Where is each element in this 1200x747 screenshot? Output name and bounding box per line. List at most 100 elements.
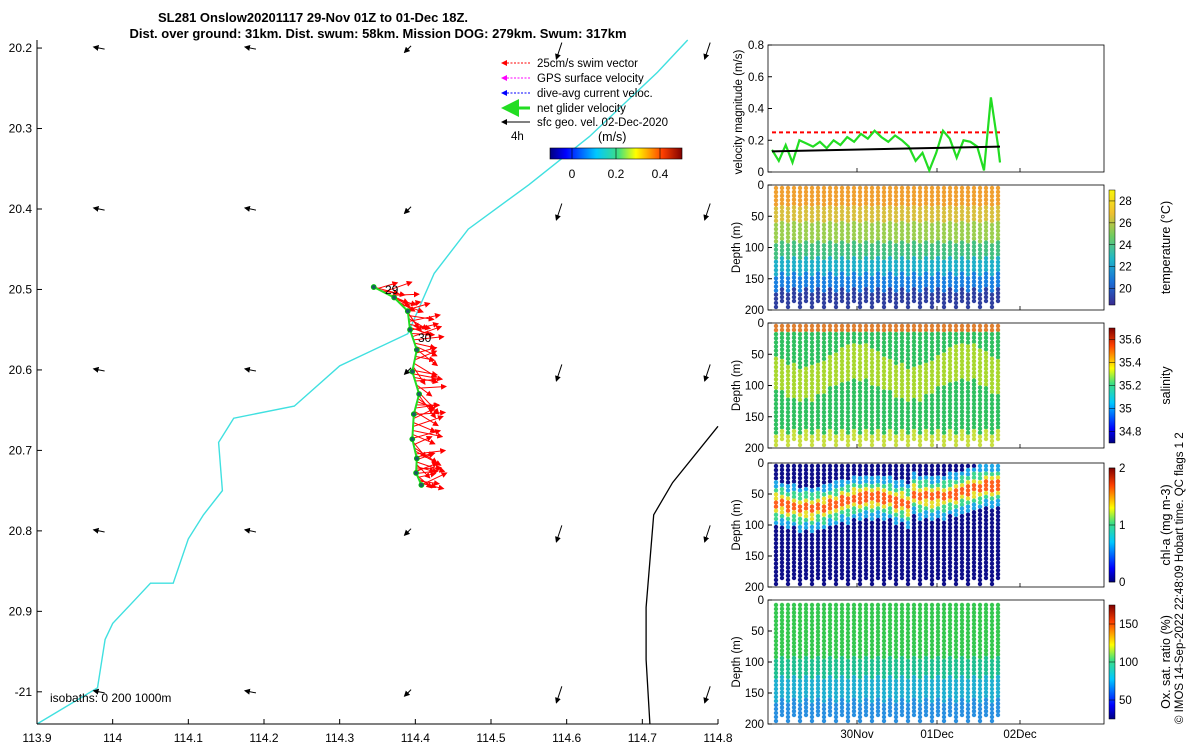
profile-sample-dot bbox=[929, 610, 935, 616]
profile-sample-dot bbox=[941, 626, 947, 632]
profile-sample-dot bbox=[929, 259, 935, 265]
profile-sample-dot bbox=[863, 425, 869, 430]
profile-sample-dot bbox=[965, 442, 971, 448]
profile-sample-dot bbox=[815, 189, 821, 195]
profile-sample-dot bbox=[863, 571, 869, 577]
profile-sample-dot bbox=[773, 504, 779, 509]
profile-sample-dot bbox=[809, 198, 815, 203]
map-colorbar-ticks: 0 0.2 0.4 bbox=[569, 148, 669, 181]
profile-sample-dot bbox=[935, 494, 941, 500]
profile-sample-dot bbox=[797, 263, 803, 269]
profile-sample-dot bbox=[869, 565, 875, 570]
profile-sample-dot bbox=[899, 232, 905, 237]
profile-sample-dot bbox=[995, 678, 1001, 684]
profile-sample-dot bbox=[821, 512, 827, 518]
profile-sample-dot bbox=[851, 602, 857, 608]
profile-sample-dot bbox=[833, 284, 839, 289]
profile-sample-dot bbox=[941, 189, 947, 195]
profile-sample-dot bbox=[845, 271, 851, 277]
profile-sample-dot bbox=[839, 686, 845, 691]
profile-sample-dot bbox=[893, 561, 899, 566]
profile-sample-dot bbox=[947, 564, 953, 569]
profile-sample-dot bbox=[797, 214, 803, 219]
profile-sample-dot bbox=[845, 276, 851, 281]
profile-sample-dot bbox=[893, 710, 899, 716]
profile-sample-dot bbox=[989, 202, 995, 207]
profile-sample-dot bbox=[797, 630, 803, 636]
profile-sample-dot bbox=[827, 705, 833, 710]
profile-sample-dot bbox=[851, 693, 857, 699]
profile-sample-dot bbox=[803, 471, 809, 476]
profile-sample-dot bbox=[875, 625, 881, 630]
profile-sample-dot bbox=[989, 463, 995, 469]
profile-sample-dot bbox=[827, 463, 833, 469]
profile-sample-dot bbox=[941, 650, 947, 656]
profile-sample-dot bbox=[833, 280, 839, 285]
map-ytick-label: 20.5 bbox=[9, 282, 33, 296]
profile-sample-dot bbox=[779, 475, 785, 480]
profile-sample-dot bbox=[863, 417, 869, 422]
profile-sample-dot bbox=[875, 252, 881, 257]
profile-sample-dot bbox=[773, 401, 779, 407]
profile-sample-dot bbox=[833, 532, 839, 538]
profile-sample-dot bbox=[887, 339, 893, 344]
profile-sample-dot bbox=[977, 524, 983, 530]
profile-sample-dot bbox=[953, 698, 959, 704]
profile-sample-dot bbox=[851, 568, 857, 573]
profile-sample-dot bbox=[941, 496, 947, 501]
profile-sample-dot bbox=[803, 331, 809, 336]
profile-sample-dot bbox=[899, 436, 905, 442]
profile-sample-dot bbox=[875, 486, 881, 492]
profile-sample-dot bbox=[791, 244, 797, 249]
profile-sample-dot bbox=[971, 197, 977, 202]
profile-sample-dot bbox=[953, 553, 959, 558]
profile-sample-dot bbox=[791, 327, 797, 333]
profile-sample-dot bbox=[971, 236, 977, 241]
profile-sample-dot bbox=[971, 386, 977, 391]
profile-sample-dot bbox=[857, 557, 863, 562]
profile-sample-dot bbox=[875, 378, 881, 383]
profile-sample-dot bbox=[881, 638, 887, 644]
profile-sample-dot bbox=[809, 360, 815, 366]
profile-sample-dot bbox=[983, 236, 989, 241]
profile-sample-dot bbox=[983, 354, 989, 360]
profile-sample-dot bbox=[953, 401, 959, 407]
geo-velocity-arrow bbox=[703, 686, 711, 704]
profile-sample-dot bbox=[821, 296, 827, 301]
profile-sample-dot bbox=[863, 674, 869, 680]
profile-sample-dot bbox=[815, 263, 821, 269]
profile-sample-dot bbox=[863, 397, 869, 403]
profile-sample-dot bbox=[791, 220, 797, 226]
profile-sample-dot bbox=[773, 682, 779, 688]
profile-sample-dot bbox=[827, 544, 833, 550]
profile-sample-dot bbox=[779, 568, 785, 573]
profile-sample-dot bbox=[935, 533, 941, 538]
profile-sample-dot bbox=[977, 630, 983, 636]
profile-sample-dot bbox=[899, 224, 905, 230]
profile-sample-dot bbox=[857, 304, 863, 310]
profile-sample-dot bbox=[989, 670, 995, 676]
profile-sample-dot bbox=[893, 418, 899, 423]
profile-sample-dot bbox=[815, 224, 821, 230]
profile-sample-dot bbox=[803, 697, 809, 703]
profile-sample-dot bbox=[773, 662, 779, 668]
profile-sample-dot bbox=[989, 276, 995, 281]
profile-sample-dot bbox=[803, 621, 809, 627]
profile-sample-dot bbox=[875, 263, 881, 269]
profile-sample-dot bbox=[815, 386, 821, 391]
profile-sample-dot bbox=[923, 705, 929, 710]
profile-sample-dot bbox=[959, 209, 965, 214]
profile-sample-dot bbox=[827, 255, 833, 261]
profile-sample-dot bbox=[809, 666, 815, 672]
profile-sample-dot bbox=[785, 565, 791, 570]
profile-sample-dot bbox=[995, 663, 1001, 668]
profile-sample-dot bbox=[983, 475, 989, 480]
profile-sample-dot bbox=[893, 280, 899, 285]
profile-sample-dot bbox=[893, 344, 899, 349]
profile-sample-dot bbox=[881, 508, 887, 513]
profile-sample-dot bbox=[875, 552, 881, 558]
profile-sample-dot bbox=[959, 541, 965, 546]
profile-sample-dot bbox=[959, 467, 965, 473]
profile-colorbar-tick-label: 150 bbox=[1119, 619, 1138, 631]
profile-sample-dot bbox=[941, 422, 947, 427]
